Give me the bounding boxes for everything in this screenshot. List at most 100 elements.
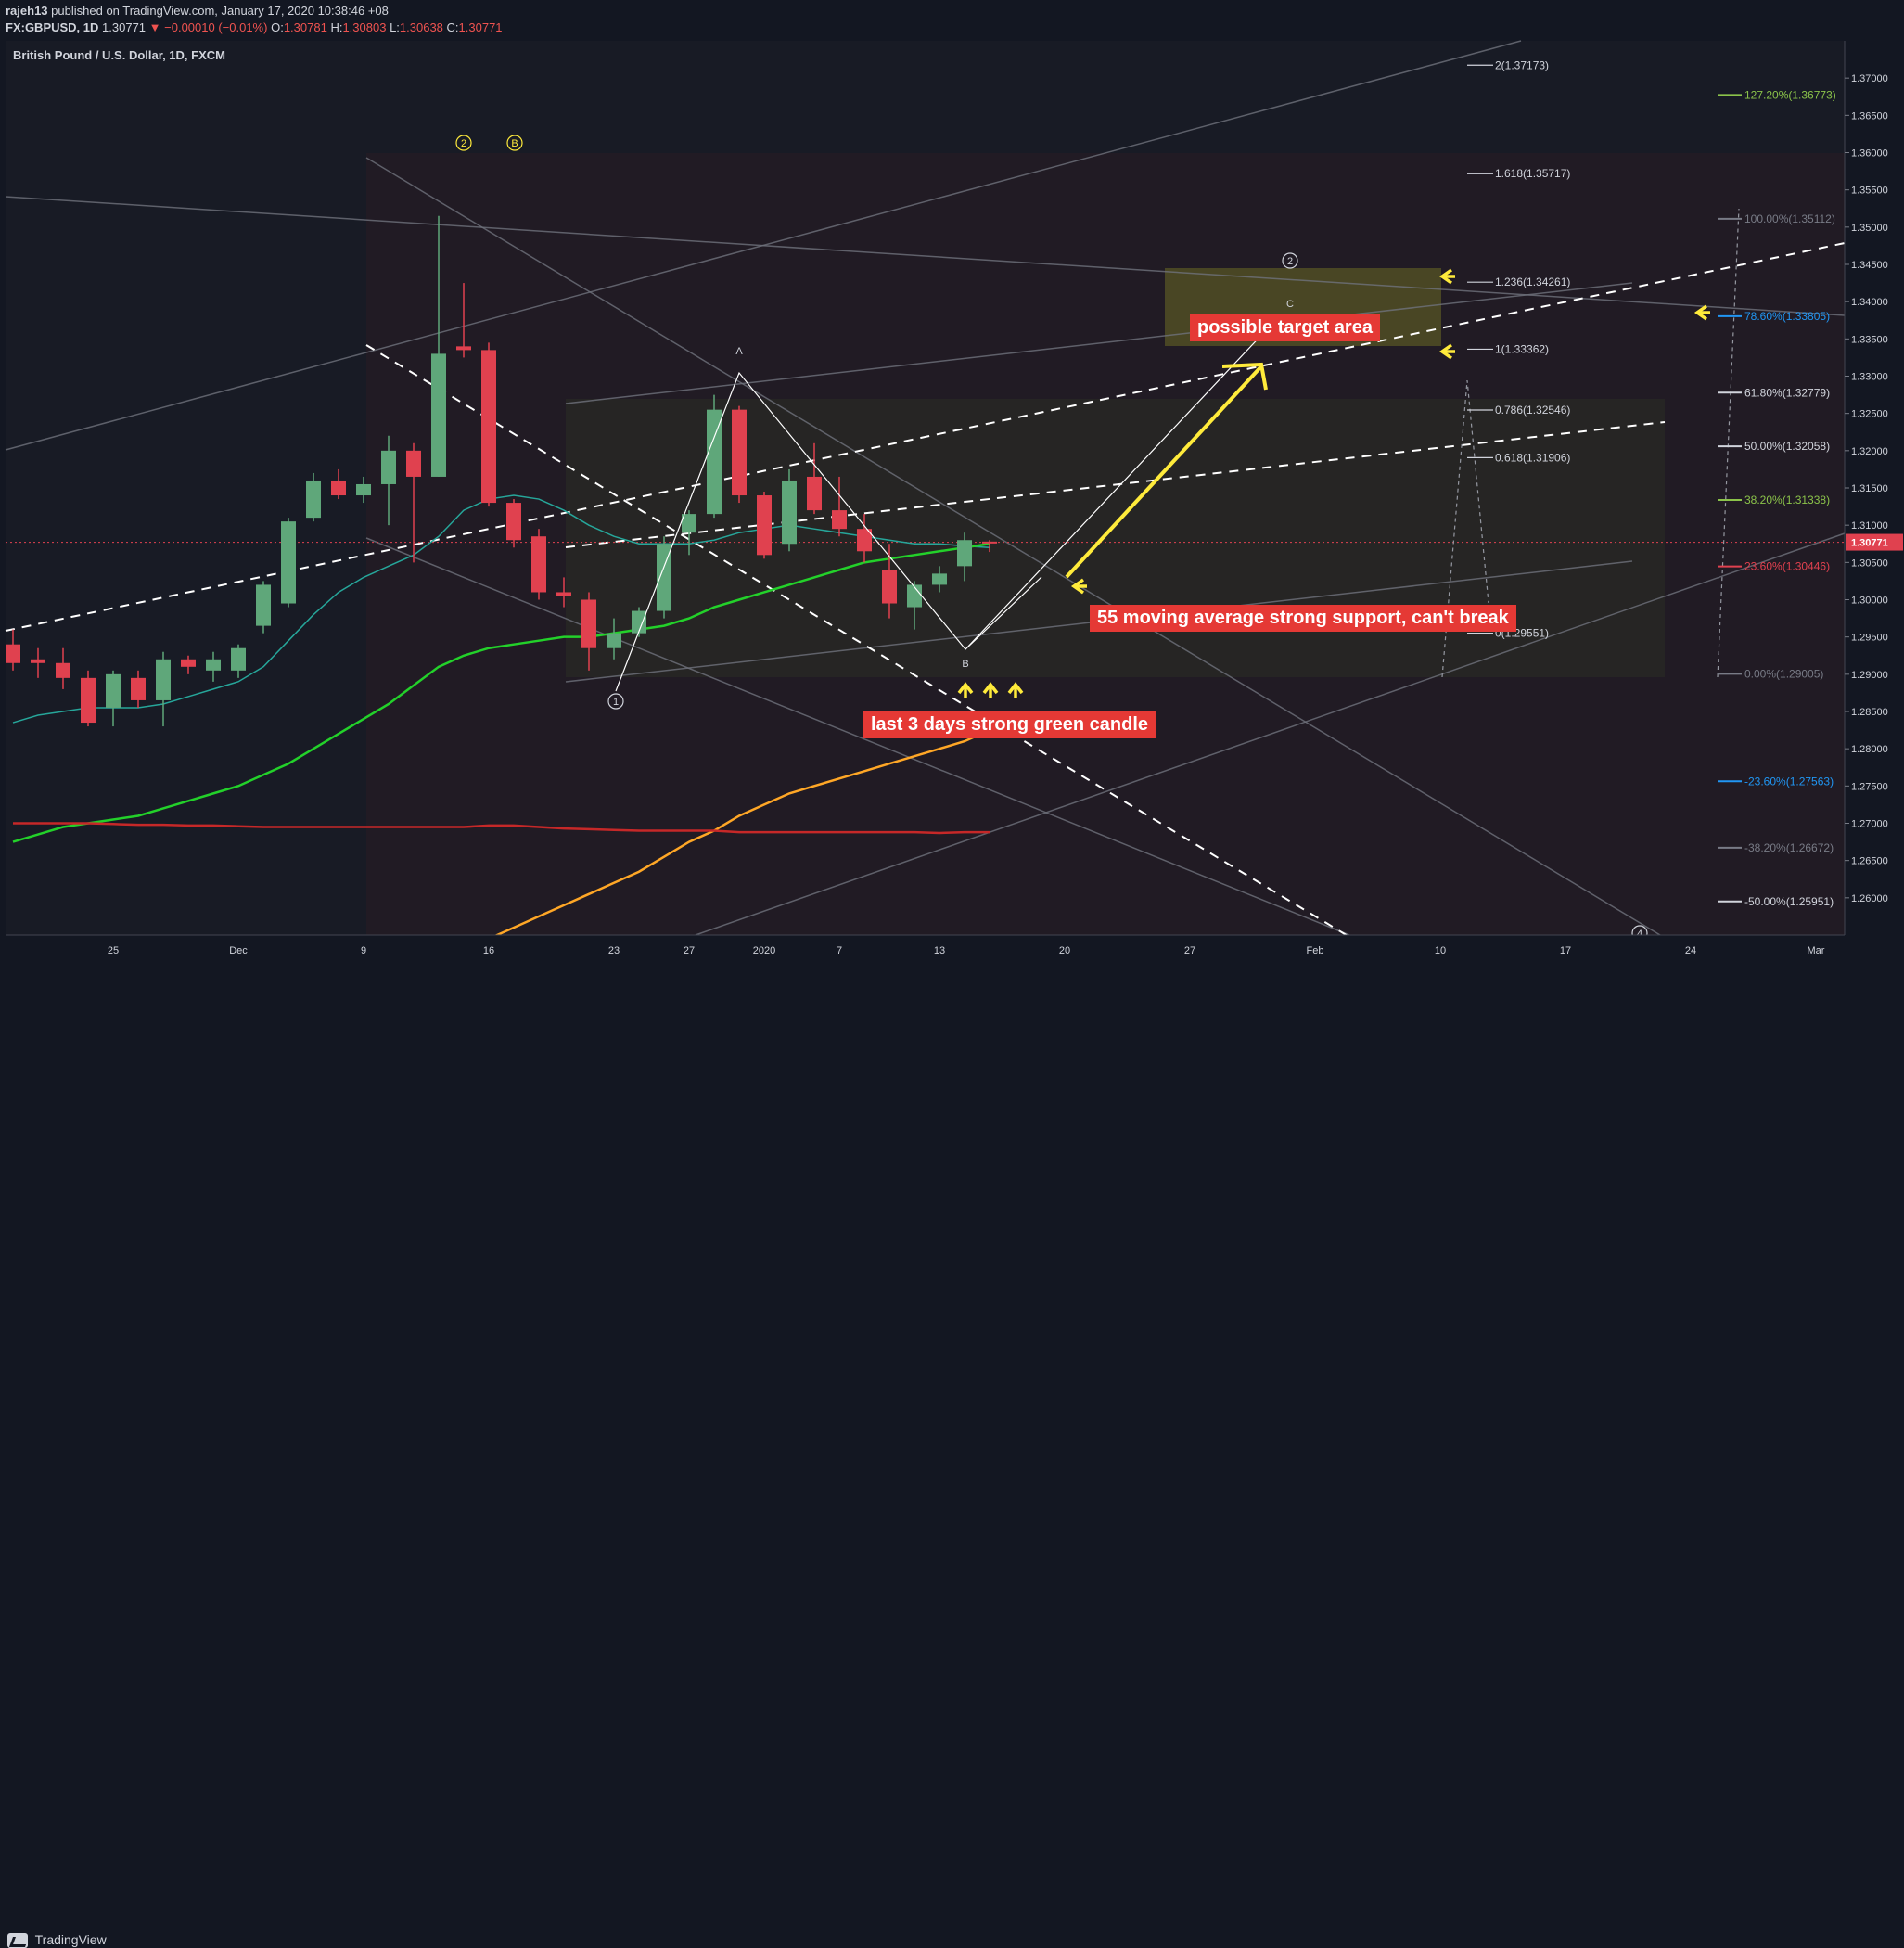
candle-body <box>531 536 546 593</box>
price-change: ▼ −0.00010 (−0.01%) <box>148 20 268 34</box>
fib-ret-level-label: 38.20%(1.31338) <box>1744 493 1830 506</box>
candle-body <box>732 409 747 496</box>
price-tick-label: 1.26000 <box>1851 893 1888 904</box>
candle-body <box>707 409 722 515</box>
open-label: O: <box>271 20 284 34</box>
price-tick-label: 1.36500 <box>1851 110 1888 122</box>
price-tick-label: 1.29000 <box>1851 670 1888 681</box>
fib-ext-level-label: 1.236(1.34261) <box>1495 276 1570 288</box>
time-tick-label: Dec <box>229 945 248 956</box>
wave-label: A <box>735 346 743 357</box>
price-tick-label: 1.33500 <box>1851 334 1888 345</box>
author-name[interactable]: rajeh13 <box>6 4 48 18</box>
trendline-4 <box>565 282 1633 404</box>
candle-body <box>581 599 596 648</box>
price-tick-label: 1.31000 <box>1851 520 1888 532</box>
candle-body <box>632 610 646 634</box>
candle-body <box>281 521 296 604</box>
wave-label: 2 <box>1287 256 1293 267</box>
candle-body <box>181 659 196 667</box>
price-tick-label: 1.37000 <box>1851 73 1888 84</box>
fib-ret-level-label: 61.80%(1.32779) <box>1744 386 1830 399</box>
fib-ret-level-label: 0.00%(1.29005) <box>1744 667 1823 680</box>
price-axis <box>1845 41 1904 935</box>
wave-label-circle <box>455 135 472 151</box>
wave-label: B <box>962 659 968 670</box>
high-label: H: <box>330 20 343 34</box>
price-tick-label: 1.36000 <box>1851 148 1888 160</box>
low-label: L: <box>390 20 400 34</box>
time-tick-label: 27 <box>1184 945 1195 956</box>
fib-ext-level-label: 1(1.33362) <box>1495 342 1549 355</box>
moving-average-line-0 <box>12 494 990 724</box>
price-tick-label: 1.31500 <box>1851 483 1888 494</box>
publish-info: rajeh13 published on TradingView.com, Ja… <box>6 4 389 18</box>
price-tick-label: 1.35000 <box>1851 223 1888 234</box>
chart-svg[interactable]: 2(1.37173) 1.618(1.35717) 1.236(1.34261) 1(… <box>0 0 1904 963</box>
close-value: 1.30771 <box>458 20 503 34</box>
price-tick-label: 1.26500 <box>1851 856 1888 867</box>
fib-ext-level-label: 2(1.37173) <box>1495 58 1549 71</box>
trendline-5 <box>695 532 1846 936</box>
header-bar: rajeh13 published on TradingView.com, Ja… <box>0 0 1904 41</box>
candle-body <box>231 647 246 671</box>
fib-ret-level-label: -50.00%(1.25951) <box>1744 895 1834 908</box>
candle-body <box>106 673 121 708</box>
time-tick-label: 24 <box>1685 945 1696 956</box>
time-tick-label: 23 <box>608 945 620 956</box>
fib-ret-level-label: 127.20%(1.36773) <box>1744 88 1836 101</box>
candle-body <box>657 544 671 611</box>
wave-label: 1 <box>613 697 619 708</box>
candle-body <box>256 584 271 626</box>
moving-average-line-3 <box>13 822 990 835</box>
candle-body <box>81 677 96 724</box>
time-tick-label: 7 <box>837 945 842 956</box>
price-tick-label: 1.32500 <box>1851 409 1888 420</box>
candle-body <box>757 495 772 556</box>
candle-body <box>456 346 471 351</box>
candle-body <box>356 483 371 496</box>
symbol-label: FX:GBPUSD, 1D <box>6 20 99 34</box>
tradingview-logo[interactable]: TradingView <box>7 1932 107 1948</box>
time-tick-label: 27 <box>684 945 695 956</box>
projection-arrow-line <box>1065 365 1263 579</box>
candle-body <box>957 540 972 567</box>
trendline-3 <box>365 537 1350 936</box>
candle-body <box>156 659 171 700</box>
moving-average-line-2 <box>488 728 990 941</box>
price-tick-label: 1.32000 <box>1851 446 1888 457</box>
candle-body <box>206 659 221 671</box>
wave-label-circle <box>607 693 624 710</box>
last-price: 1.30771 <box>102 20 147 34</box>
current-price-label: 1.30771 <box>1851 538 1888 549</box>
time-tick-label: 25 <box>108 945 119 956</box>
candle-body <box>882 570 897 604</box>
fib-ret-level-label: 50.00%(1.32058) <box>1744 440 1830 453</box>
candle-body <box>807 476 822 511</box>
price-tick-label: 1.30500 <box>1851 557 1888 569</box>
projection-arrow-head <box>1221 362 1268 391</box>
fib-ret-level-label: 78.60%(1.33805) <box>1744 310 1830 323</box>
dashed-line-0 <box>5 242 1846 632</box>
wave-label: C <box>1286 299 1294 310</box>
fib-projection-path <box>1441 379 1489 678</box>
candle-body <box>932 573 947 585</box>
candle-body <box>406 450 421 477</box>
open-value: 1.30781 <box>283 20 327 34</box>
high-value: 1.30803 <box>342 20 387 34</box>
time-tick-label: 2020 <box>753 945 775 956</box>
candle-body <box>481 350 496 504</box>
quote-line: FX:GBPUSD, 1D 1.30771 ▼ −0.00010 (−0.01%… <box>6 20 503 34</box>
time-axis <box>6 935 1845 963</box>
dashed-line-2 <box>365 344 1350 938</box>
price-tick-label: 1.35500 <box>1851 186 1888 197</box>
footer-bar: TradingView <box>0 963 1904 1948</box>
price-tick-label: 1.30000 <box>1851 596 1888 607</box>
wave-label: B <box>511 138 518 149</box>
fib-ret-level-label: -23.60%(1.27563) <box>1744 775 1834 788</box>
time-tick-label: Feb <box>1307 945 1324 956</box>
time-tick-label: Mar <box>1808 945 1825 956</box>
annotation-green-candles: last 3 days strong green candle <box>863 711 1156 738</box>
annotation-target-area: possible target area <box>1190 314 1380 341</box>
dashed-line-1 <box>565 421 1666 548</box>
